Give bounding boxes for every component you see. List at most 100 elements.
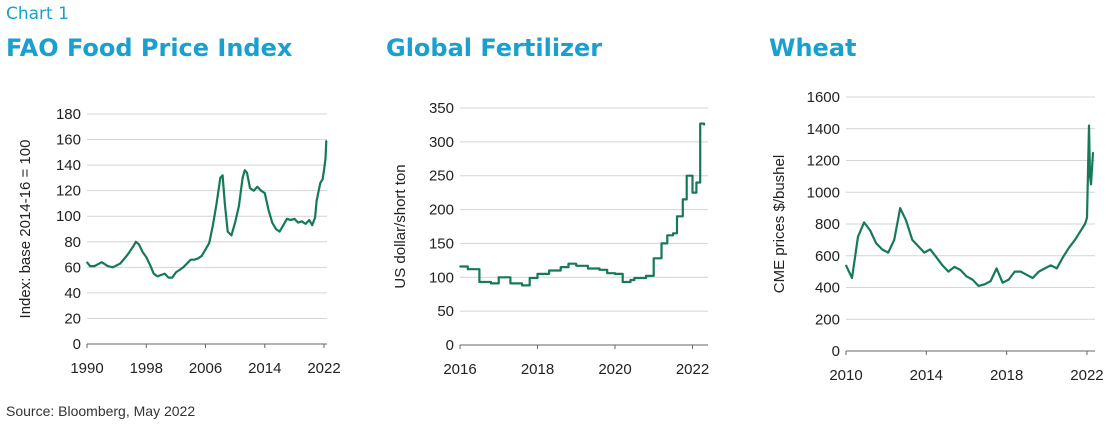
wheat-data-point [1084,223,1086,225]
fao-y-tick-label: 140 [56,157,81,174]
fao-data-point [246,171,248,174]
fertilizer-data-point [575,264,578,267]
fao-data-point [106,265,109,267]
fao-y-tick-label: 160 [56,132,81,149]
fao-data-point [182,266,185,269]
wheat-y-axis-label: CME prices $/bushel [771,155,788,293]
wheat-data-point [1037,270,1040,273]
chart-title-fertilizer: Global Fertilizer [386,34,603,62]
fao-data-point [289,219,292,221]
fao-data-point [201,255,203,257]
fertilizer-data-point [699,122,702,125]
fertilizer-data-point [629,279,632,281]
wheat-data-point [887,251,889,254]
fao-data-point [138,243,140,246]
wheat-x-tick-label: 2022 [1070,367,1103,384]
wheat-data-point [965,275,968,278]
fao-data-point [256,186,259,188]
wheat-data-point [923,251,926,254]
fao-x-tick-label: 2022 [307,360,340,377]
fertilizer-x-tick-label: 2016 [443,361,476,378]
fertilizer-data-point [614,273,616,275]
wheat-data-point [911,239,914,241]
fao-data-point [297,221,299,224]
wheat-data-point [953,266,956,268]
fao-data-point [221,174,224,177]
fertilizer-data-point [633,277,636,279]
wheat-data-point [881,248,883,251]
fertilizer-data-point [695,181,698,184]
wheat-data-point [905,220,908,222]
fertilizer-data-point [652,257,655,260]
fao-data-point [119,262,122,265]
fertilizer-y-tick-label: 100 [429,269,454,286]
wheat-data-point [1001,281,1004,284]
wheat-data-point [947,270,950,273]
wheat-data-point [1090,183,1092,186]
fao-data-point [311,224,313,226]
fertilizer-y-tick-label: 150 [429,235,454,252]
fao-data-point [282,224,285,226]
fao-data-point [286,217,288,220]
fao-y-tick-label: 180 [56,106,81,123]
fertilizer-data-point [528,277,531,279]
fertilizer-data-point [666,234,669,237]
fao-data-point [149,263,151,266]
fao-data-point [275,228,277,230]
fao-data-point [93,265,96,267]
fao-data-point [156,275,159,278]
fao-data-point [193,258,196,261]
wheat-data-point [1013,270,1016,273]
wheat-data-point [971,278,974,281]
fao-x-tick-label: 1990 [70,360,103,377]
fao-data-point [238,205,240,207]
fertilizer-data-point [478,281,481,283]
fao-data-point [175,271,177,274]
fao-data-point [152,272,155,275]
chart-title-fao: FAO Food Price Index [6,34,293,62]
wheat-data-point [875,242,877,244]
fertilizer-data-point [660,242,663,245]
wheat-data-point [959,269,962,271]
wheat-data-point [983,283,986,286]
wheat-data-point [929,248,932,251]
wheat-y-tick-label: 400 [815,280,840,297]
fao-data-point [212,224,214,226]
fao-data-point [167,276,170,279]
fao-data-point [234,221,236,224]
fao-y-tick-label: 120 [56,183,81,200]
wheat-data-point [1043,267,1046,270]
fao-data-point [301,220,303,223]
fao-data-point [324,157,327,160]
fao-data-point [315,200,318,202]
wheat-x-tick-label: 2014 [910,367,943,384]
fao-data-point [86,261,88,264]
fao-data-point [325,140,328,142]
fao-x-tick-label: 2006 [189,360,222,377]
wheat-data-point [1031,277,1034,279]
wheat-y-tick-label: 200 [815,311,840,328]
fao-y-axis-label: Index: base 2014-16 = 100 [17,140,34,319]
wheat-y-tick-label: 0 [832,343,840,360]
fertilizer-data-point [645,275,647,277]
fao-data-point [145,256,148,258]
fao-y-tick-label: 0 [73,336,81,353]
fao-data-point [323,169,325,172]
fertilizer-data-point [497,276,500,279]
wheat-data-point [1086,216,1088,219]
fao-data-point [223,202,226,205]
fao-data-point [293,217,296,220]
wheat-y-tick-label: 800 [815,216,840,233]
fertilizer-data-point [682,198,684,201]
wheat-x-tick-label: 2010 [829,367,862,384]
fao-data-point [197,257,199,260]
wheat-data-point [935,256,938,259]
wheat-y-tick-label: 600 [815,248,840,265]
chart-title-wheat: Wheat [769,34,857,62]
fao-y-tick-label: 60 [64,259,81,276]
fao-y-tick-label: 40 [64,285,81,302]
fao-data-point [112,266,114,269]
fertilizer-data-point [548,269,550,272]
wheat-data-point [1092,151,1094,154]
source-note: Source: Bloomberg, May 2022 [6,403,196,419]
